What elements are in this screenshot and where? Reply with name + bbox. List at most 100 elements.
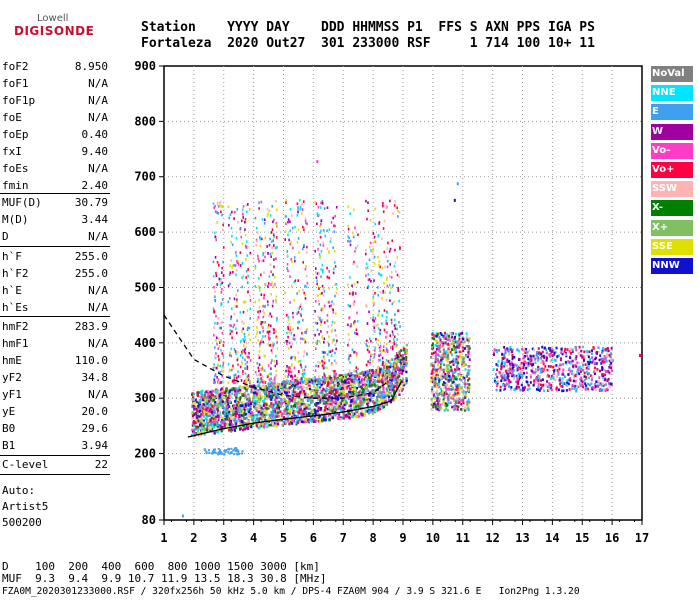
echo-point: [241, 330, 243, 334]
echo-point: [458, 377, 461, 381]
echo-point: [535, 388, 538, 391]
echo-point: [370, 279, 372, 283]
echo-point: [242, 205, 245, 208]
echo-point: [269, 386, 272, 390]
echo-point: [248, 376, 250, 380]
echo-point: [242, 214, 244, 217]
echo-point: [229, 351, 231, 355]
echo-point: [373, 383, 376, 386]
echo-point: [500, 362, 503, 365]
echo-point: [319, 235, 322, 239]
echo-point: [358, 396, 361, 400]
echo-point: [213, 420, 216, 424]
echo-point: [214, 295, 216, 299]
echo-point: [319, 316, 321, 320]
echo-point: [376, 365, 380, 369]
echo-point: [381, 204, 384, 208]
echo-point: [452, 394, 455, 397]
echo-point: [457, 355, 460, 359]
echo-point: [266, 419, 269, 422]
echo-point: [505, 360, 508, 364]
echo-point: [246, 360, 249, 364]
echo-point: [461, 331, 464, 335]
echo-point: [367, 412, 370, 416]
echo-point: [392, 365, 395, 369]
echo-point: [548, 353, 551, 356]
echo-point: [450, 332, 453, 336]
echo-point: [371, 389, 374, 392]
echo-point: [435, 353, 438, 356]
echo-point: [453, 399, 456, 402]
echo-point: [608, 359, 611, 363]
echo-point: [359, 385, 362, 389]
echo-point: [299, 400, 302, 403]
echo-point: [299, 385, 303, 389]
echo-point: [275, 369, 278, 373]
echo-point: [270, 270, 273, 274]
echo-point: [235, 236, 238, 240]
echo-point: [265, 422, 268, 425]
echo-point: [306, 352, 308, 356]
echo-point: [384, 350, 386, 354]
echo-point: [382, 372, 385, 376]
x-tick-label: 14: [545, 531, 559, 545]
echo-point: [293, 366, 296, 370]
echo-point: [438, 397, 441, 401]
echo-point: [430, 376, 433, 380]
echo-point: [372, 232, 375, 235]
echo-point: [298, 370, 300, 374]
echo-point: [327, 381, 330, 385]
echo-point: [280, 398, 283, 402]
param-value: N/A: [88, 230, 108, 243]
echo-point: [261, 375, 264, 378]
echo-point: [360, 394, 363, 398]
echo-point: [385, 298, 388, 302]
echo-point: [367, 378, 370, 381]
echo-point: [318, 375, 320, 378]
echo-point: [323, 378, 326, 382]
echo-point: [261, 384, 264, 388]
echo-point: [215, 415, 218, 418]
echo-point: [319, 378, 322, 382]
echo-point: [365, 380, 368, 383]
echo-point: [366, 344, 368, 348]
echo-point: [196, 391, 200, 395]
echo-point: [298, 251, 300, 254]
echo-point: [438, 407, 441, 411]
echo-point: [331, 396, 334, 399]
echo-point: [287, 388, 290, 392]
echo-point: [297, 310, 300, 314]
echo-point: [282, 384, 285, 387]
echo-point: [344, 403, 347, 406]
echo-point: [446, 366, 449, 369]
echo-point: [550, 383, 553, 387]
echo-point: [354, 378, 357, 382]
echo-point: [285, 388, 288, 392]
echo-point: [212, 202, 215, 205]
echo-point: [352, 404, 355, 408]
echo-point: [256, 416, 259, 420]
echo-point: [531, 361, 534, 365]
echo-point: [236, 260, 238, 263]
echo-point: [443, 363, 446, 367]
echo-point: [335, 205, 338, 209]
echo-point: [374, 207, 376, 211]
echo-point: [439, 403, 442, 407]
echo-point: [290, 345, 292, 349]
echo-point: [202, 419, 205, 423]
echo-point: [304, 381, 306, 385]
echo-point: [437, 398, 440, 401]
echo-point: [246, 281, 249, 284]
echo-point: [402, 348, 406, 352]
echo-point: [393, 374, 396, 377]
echo-point: [385, 255, 388, 258]
echo-point: [211, 421, 214, 424]
echo-point: [464, 385, 467, 388]
echo-point: [348, 377, 350, 381]
echo-point: [233, 323, 236, 327]
echo-point: [444, 337, 447, 340]
echo-point: [277, 406, 281, 410]
echo-point: [270, 404, 274, 408]
echo-point: [456, 401, 459, 404]
echo-point: [242, 216, 245, 219]
